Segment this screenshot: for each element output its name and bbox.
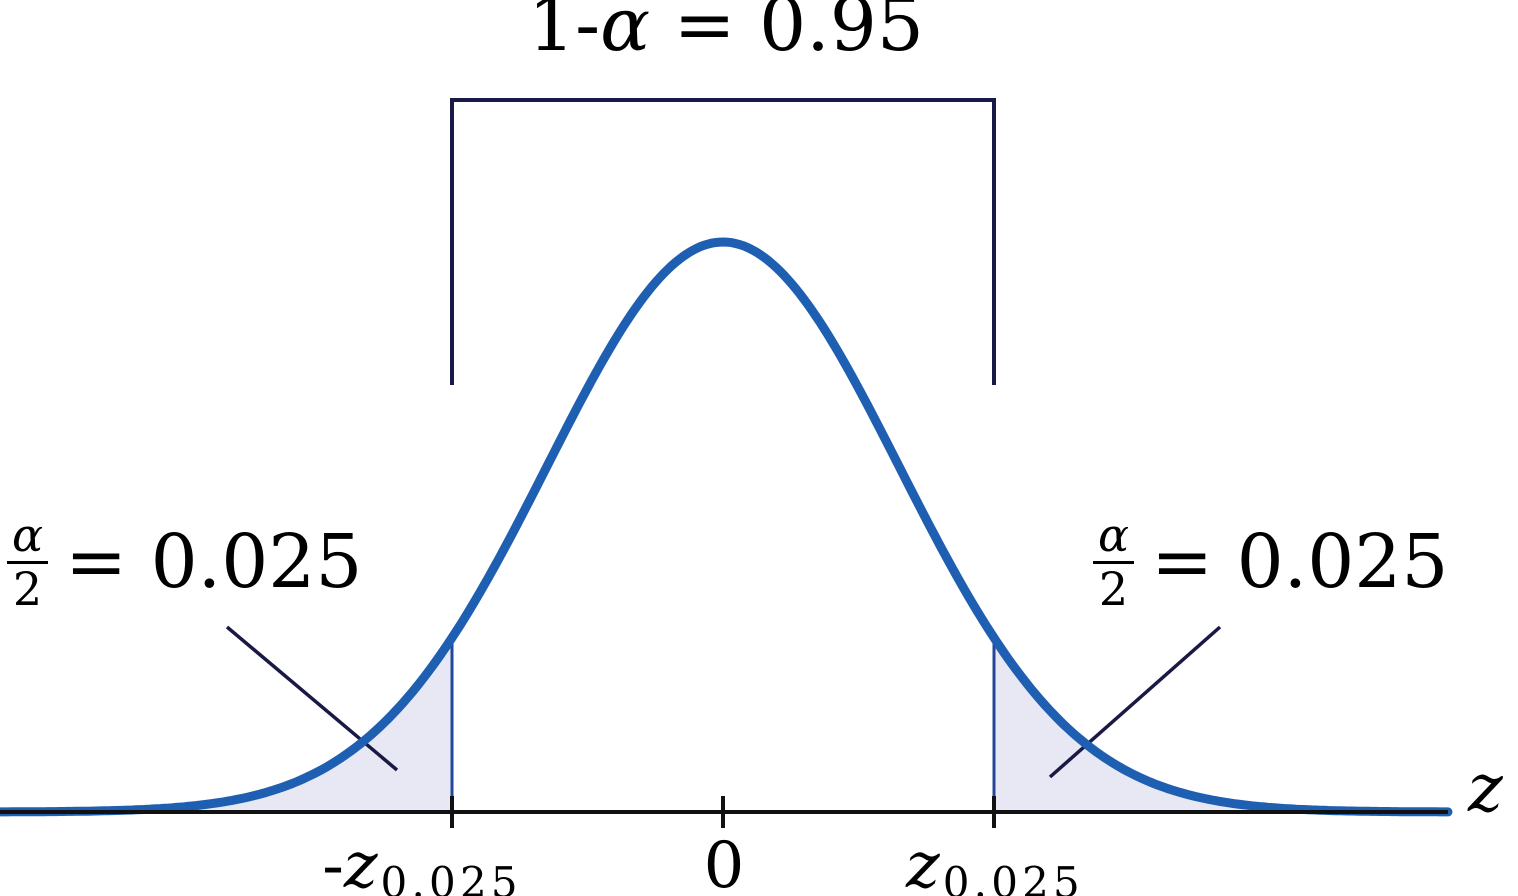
title-pre: 1- (528, 0, 601, 68)
left-tail-annotation: α 2 = 0.025 (6, 512, 362, 613)
right-fraction-numerator: α (1098, 508, 1130, 562)
x-axis-symbol-label: z (1468, 750, 1503, 827)
neg-z-symbol: z (343, 829, 378, 896)
left-alpha-over-2-fraction: α 2 (6, 512, 49, 613)
zero-tick-label: 0 (703, 829, 745, 896)
left-tail-value: = 0.025 (65, 519, 363, 606)
neg-z-tick-label: -z0.025 (282, 834, 562, 896)
left-fraction-numerator: α (12, 508, 44, 562)
neg-z-prefix: - (322, 829, 344, 896)
pos-z-tick-label: z0.025 (906, 834, 1084, 896)
right-tail-shaded-region (994, 637, 1448, 812)
left-pointer-line (225, 625, 399, 772)
right-alpha-over-2-fraction: α 2 (1092, 512, 1135, 613)
neg-z-subscript: 0.025 (380, 858, 522, 896)
alpha-symbol: α (600, 0, 651, 68)
pos-z-subscript: 0.025 (942, 858, 1084, 896)
right-fraction-denominator: 2 (1092, 560, 1135, 613)
left-tail-shaded-region (0, 637, 452, 812)
pos-z-symbol: z (906, 829, 940, 896)
left-fraction-denominator: 2 (6, 560, 49, 613)
figure-title: 1-α = 0.95 (426, 0, 1026, 62)
normal-curve (0, 237, 1453, 817)
right-pointer-line (1048, 625, 1222, 779)
right-tail-annotation: α 2 = 0.025 (1092, 512, 1448, 613)
right-tail-value: = 0.025 (1151, 519, 1449, 606)
confidence-bracket (450, 98, 996, 385)
title-post: = 0.95 (650, 0, 924, 68)
